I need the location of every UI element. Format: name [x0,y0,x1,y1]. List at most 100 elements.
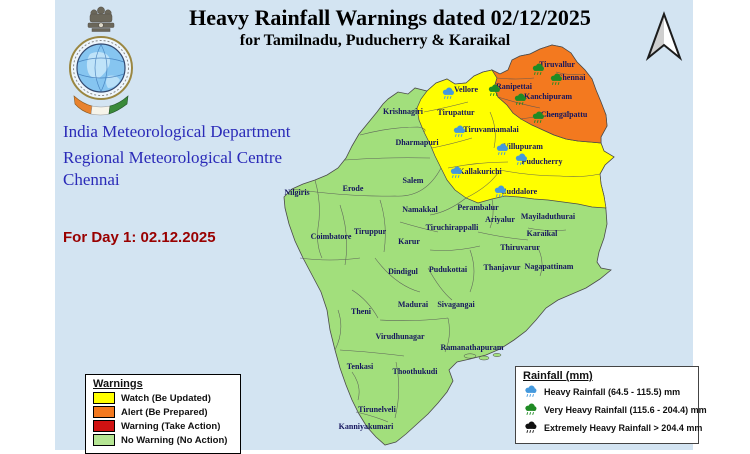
very-heavy-rain-cloud-icon [513,92,528,108]
district-label: Tiruppur [353,227,387,236]
heavy-rain-cloud-icon [514,152,529,168]
warning-label: Watch (Be Updated) [121,392,211,404]
org-city: Chennai [63,170,120,189]
district-label: Theni [350,307,372,316]
rain-cloud-icon [453,125,465,137]
heavy-rain-cloud-icon [493,184,508,200]
district-label: Kallakurichi [458,167,502,176]
warning-label: No Warning (No Action) [121,434,228,446]
warnings-legend-rows: Watch (Be Updated) Alert (Be Prepared) War… [93,392,233,446]
district-boundaries [291,71,601,423]
imd-logo [69,6,133,116]
heavy-rain-cloud-icon [452,124,467,140]
rainfall-legend: Rainfall (mm) Heavy Rainfall (64.5 - 115… [515,366,707,444]
org-centre: Regional Meteorological Centre [63,148,283,167]
rain-cloud-icon [532,63,544,75]
district-label: Nagapattinam [524,262,574,271]
rainfall-legend-item: Heavy Rainfall (64.5 - 115.5) mm [523,384,691,400]
district-label: Cuddalore [500,187,538,196]
green-rain-cloud-icon [523,402,538,418]
rain-cloud-icon [514,93,526,105]
warning-color-swatch [93,420,115,432]
page-subtitle: for Tamilnadu, Puducherry & Karaikal [239,32,511,49]
warning-color-swatch [93,406,115,418]
warning-color-swatch [93,392,115,404]
rain-cloud-icon [550,73,562,85]
district-label: Chengalpattu [540,110,588,119]
district-label: Namakkal [402,205,438,214]
forecast-day-label: For Day 1: 02.12.2025 [63,229,216,246]
district-label: Puducherry [521,157,563,166]
rainfall-legend-title: Rainfall (mm) [523,370,593,382]
heavy-rain-cloud-icon [441,86,456,102]
district-label: Kanniyakumari [338,422,394,431]
district-label: Tiruvannamalai [463,125,519,134]
district-label: Erode [342,184,364,193]
black-rain-cloud-icon [523,420,538,436]
rain-cloud-icon [525,421,537,433]
district-label: Ariyalur [485,215,515,224]
district-label: Coimbatore [310,232,352,241]
rain-cloud-icon [532,111,544,123]
very-heavy-rain-cloud-icon [549,72,564,88]
district-label: Tiruchirappalli [425,223,479,232]
warnings-legend: Warnings Watch (Be Updated) Alert (Be Pre… [85,374,241,454]
district-label: Dindigul [388,267,418,276]
warning-label: Warning (Take Action) [121,420,221,432]
district-label: Ranipettai [496,82,532,91]
district-label: Mayiladuthurai [520,212,576,221]
rain-cloud-icon [525,403,537,415]
warning-label: Alert (Be Prepared) [121,406,208,418]
blue-rain-cloud-icon [523,384,538,400]
district-label: Villupuram [503,142,543,151]
heavy-rain-cloud-icon [495,142,510,158]
rainfall-legend-rows: Heavy Rainfall (64.5 - 115.5) mm Very He… [523,384,707,436]
district-label: Sivagangai [437,300,475,309]
rain-cloud-icon [496,143,508,155]
district-label: Karaikal [526,229,558,238]
district-label: Ramanathapuram [440,343,504,352]
district-label: Tirupattur [437,108,475,117]
district-label: Nilgiris [284,188,310,197]
rainfall-legend-item: Extremely Heavy Rainfall > 204.4 mm [523,420,702,436]
district-label: Krishnagiri [382,107,424,116]
district-label: Pudukottai [428,265,468,274]
district-label: Chennai [556,73,586,82]
district-label: Thoothukudi [392,367,438,376]
rainfall-label: Heavy Rainfall (64.5 - 115.5) mm [544,387,681,397]
page-title: Heavy Rainfall Warnings dated 02/12/2025 [189,5,591,30]
district-label: Tenkasi [346,362,374,371]
district-label: Vellore [454,85,478,94]
rain-cloud-icon [442,87,454,99]
rain-cloud-icon [450,166,462,178]
warnings-legend-item: Watch (Be Updated) [93,392,233,404]
org-name: India Meteorological Department [63,122,291,141]
district-label: Dharmapuri [395,138,439,147]
rain-cloud-icon [494,185,506,197]
warnings-legend-item: Alert (Be Prepared) [93,406,233,418]
rain-cloud-icon [488,84,500,96]
rainfall-label: Very Heavy Rainfall (115.6 - 204.4) mm [544,405,707,415]
warnings-legend-item: Warning (Take Action) [93,420,233,432]
district-label: Karur [398,237,420,246]
north-arrow-icon [645,11,683,62]
district-label: Virudhunagar [375,332,425,341]
rain-cloud-icon [515,153,527,165]
very-heavy-rain-cloud-icon [487,83,502,99]
warning-color-swatch [93,434,115,446]
district-label: Salem [402,176,424,185]
district-label: Thanjavur [483,263,521,272]
heavy-rain-cloud-icon [449,165,464,181]
rainfall-legend-item: Very Heavy Rainfall (115.6 - 204.4) mm [523,402,707,418]
district-label: Tirunelveli [358,405,396,414]
very-heavy-rain-cloud-icon [531,62,546,78]
district-label: Madurai [397,300,429,309]
district-label: Tiruvallur [539,60,575,69]
district-label: Kanchipuram [523,92,573,101]
rainfall-label: Extremely Heavy Rainfall > 204.4 mm [544,423,703,433]
district-label: Thiruvarur [500,243,540,252]
warnings-legend-title: Warnings [93,378,143,390]
rain-cloud-icon [525,385,537,397]
